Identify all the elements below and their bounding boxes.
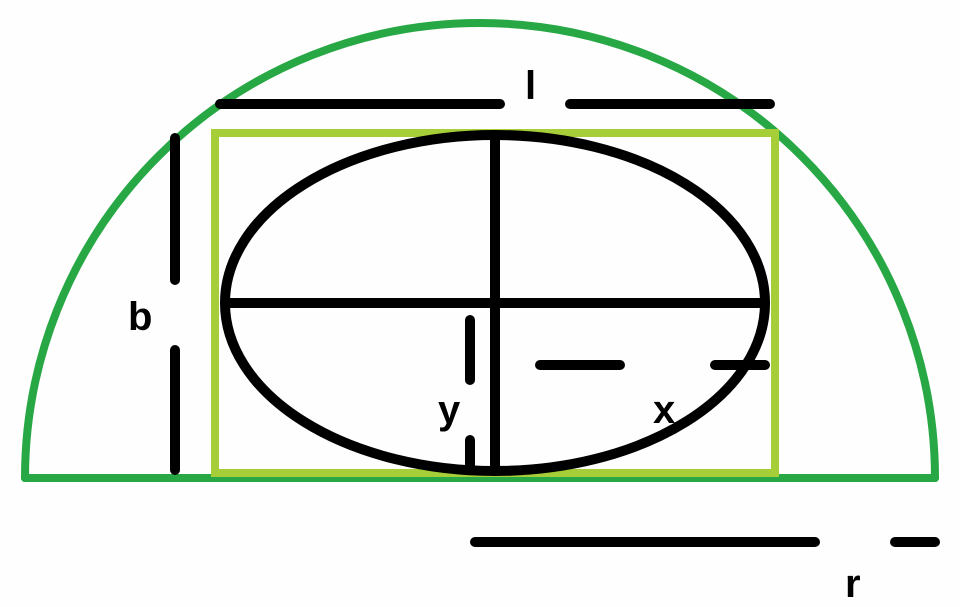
label-l: l [525, 64, 536, 109]
label-b: b [128, 295, 152, 340]
semicircle-arc [25, 23, 935, 478]
label-x: x [653, 388, 675, 433]
label-r: r [845, 562, 861, 607]
label-y: y [438, 388, 460, 433]
